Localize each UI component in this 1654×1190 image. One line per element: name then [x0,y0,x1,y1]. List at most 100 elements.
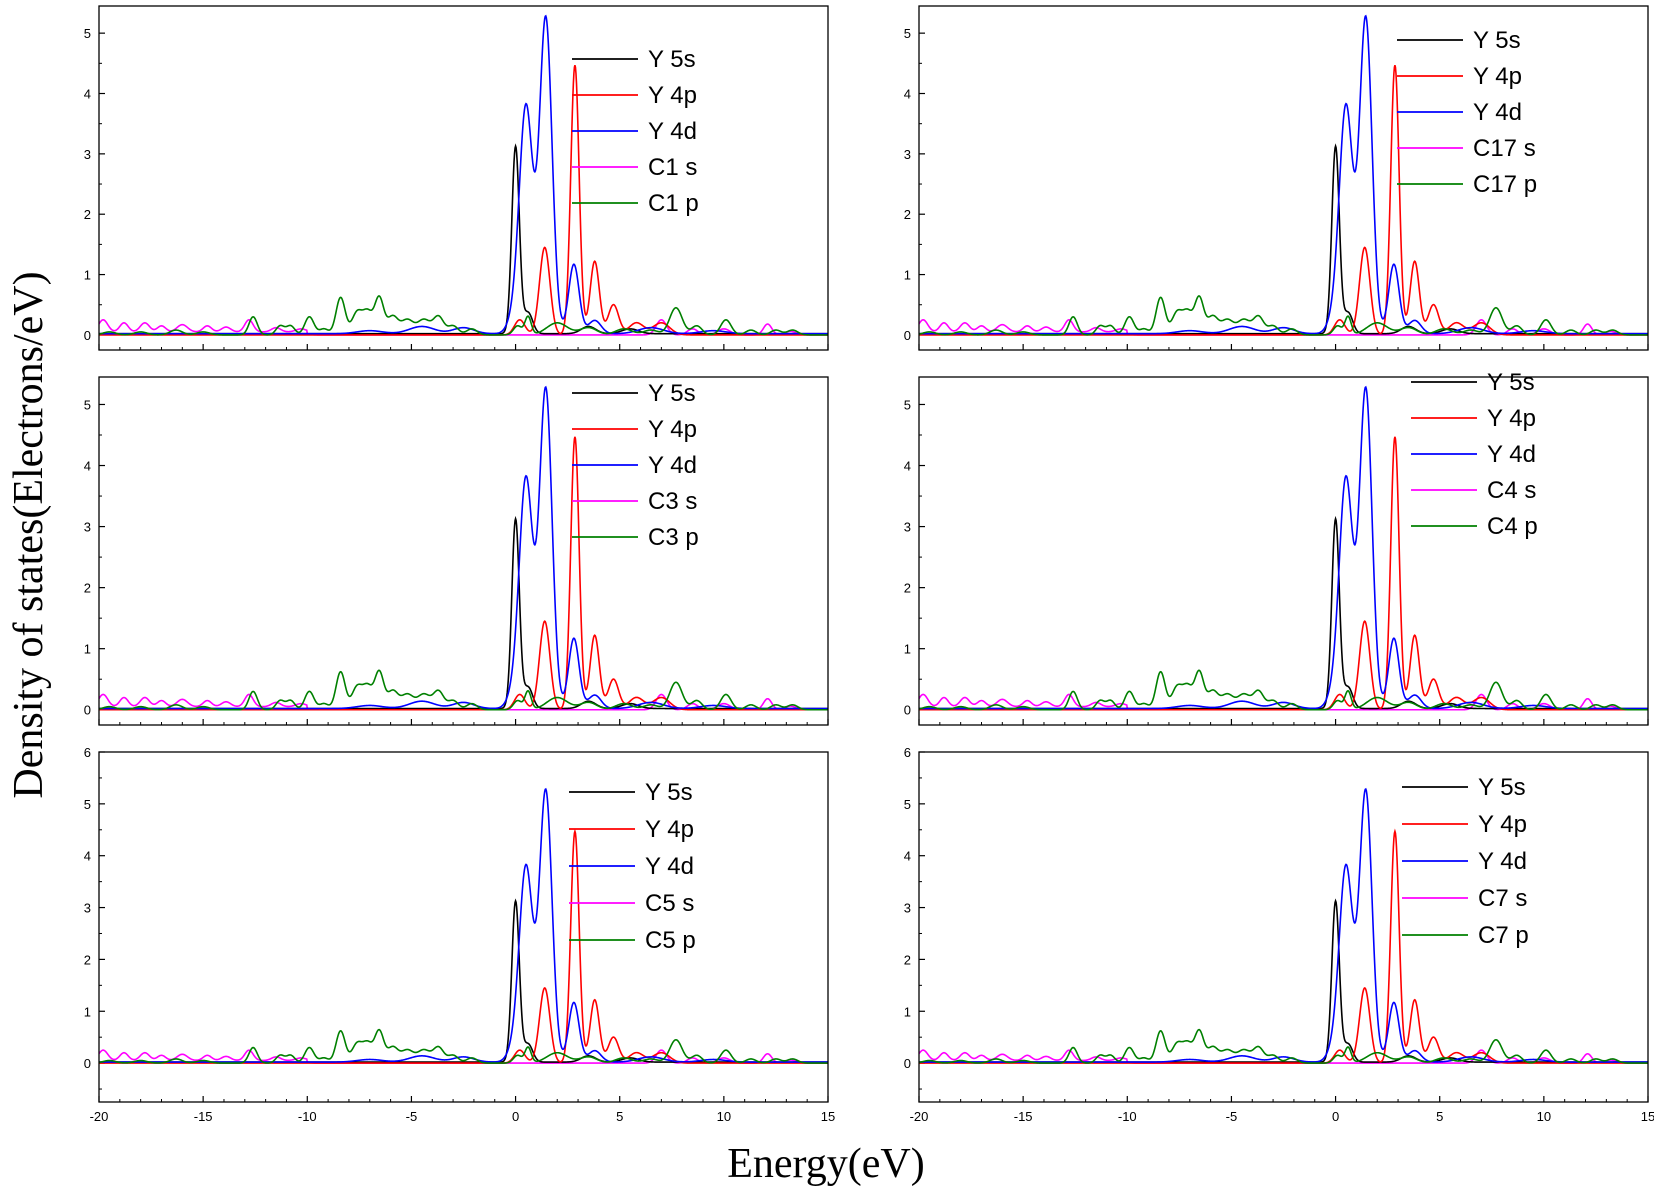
x-tick-label: 0 [1332,1109,1339,1124]
legend-label: Y 5s [645,779,693,806]
legend: Y 5s Y 4p Y 4d C4 s C4 p [1411,369,1538,540]
legend-label: Y 4p [645,816,694,843]
panel-top-right: 0 1 2 3 4 5 Y 5s Y 4p Y 4d C17 s C17 p [904,5,1649,351]
panel-bottom-left: 0 1 2 3 4 5 6 -20 -15 -10 -5 0 5 10 15 Y 5s Y 4p Y 4d C5 s… [84,745,835,1124]
series-line-c7-p [919,1028,1648,1064]
x-axis-title: Energy(eV) [727,1141,924,1187]
y-tick-label: 2 [84,952,91,967]
y-tick-label: 3 [84,901,91,916]
legend-label: C5 p [645,927,696,954]
plot-frame [918,751,1649,1103]
series-group [99,14,828,336]
plot-frame [98,751,829,1103]
x-tick-label: 5 [1436,1109,1443,1124]
series-line-c4-p [919,669,1648,711]
y-tick-label: 4 [84,849,91,864]
y-tick-label: 5 [904,26,911,41]
legend: Y 5s Y 4p Y 4d C3 s C3 p [572,380,699,551]
legend: Y 5s Y 4p Y 4d C7 s C7 p [1402,774,1529,949]
series-line-y-5s [99,898,828,1063]
legend-label: Y 4p [1478,811,1527,838]
series-line-y-4p [919,64,1648,336]
legend-label: C3 p [648,524,699,551]
series-line-y-4p [99,436,828,711]
y-tick-label: 0 [904,1056,911,1071]
x-tick-label: 15 [1641,1109,1654,1124]
series-line-y-4p [99,64,828,336]
y-tick-label: 1 [84,268,91,283]
legend-label: Y 4p [1487,405,1536,432]
y-tick-label: 6 [84,745,91,760]
legend-label: C17 s [1473,135,1536,162]
legend-label: C3 s [648,488,697,515]
y-tick-label: 3 [84,147,91,162]
x-tick-label: 0 [512,1109,519,1124]
legend-label: Y 5s [1478,774,1526,801]
series-line-y-5s [99,515,828,710]
legend-label: C5 s [645,890,694,917]
legend-label: Y 4d [1487,441,1536,468]
y-tick-label: 6 [904,745,911,760]
legend-label: Y 4d [648,118,697,145]
legend-label: C1 s [648,154,697,181]
y-tick-label: 4 [84,459,91,474]
y-tick-label: 2 [84,581,91,596]
panel-top-left: 0 1 2 3 4 5 Y 5s Y 4p Y 4d C1 s C1 p [84,5,829,351]
y-tick-label: 2 [84,207,91,222]
plot-frame [98,5,829,351]
y-tick-label: 5 [904,397,911,412]
x-tick-label: -15 [194,1109,213,1124]
legend-label: Y 4d [648,452,697,479]
series-line-y-5s [919,143,1648,335]
y-tick-label: 3 [904,901,911,916]
series-line-y-5s [99,143,828,335]
series-line-y-4d [919,14,1648,335]
y-tick-label: 3 [904,147,911,162]
legend-label: Y 5s [648,380,696,407]
legend-label: Y 4p [1473,63,1522,90]
legend: Y 5s Y 4p Y 4d C1 s C1 p [572,46,699,217]
legend: Y 5s Y 4p Y 4d C17 s C17 p [1397,27,1537,198]
series-line-y-4d [99,385,828,710]
x-tick-label: -15 [1014,1109,1033,1124]
y-tick-label: 5 [84,797,91,812]
series-line-y-4p [919,828,1648,1064]
series-line-c3-p [99,669,828,711]
y-tick-label: 3 [84,520,91,535]
legend: Y 5s Y 4p Y 4d C5 s C5 p [569,779,696,954]
series-line-y-4d [99,14,828,335]
series-group [919,385,1648,711]
series-line-y-4p [919,436,1648,711]
y-tick-label: 4 [904,459,911,474]
series-line-c17-p [919,295,1648,336]
series-line-y-4d [919,787,1648,1063]
x-tick-label: 15 [821,1109,835,1124]
y-tick-label: 5 [84,26,91,41]
series-group [919,787,1648,1064]
y-tick-label: 0 [84,1056,91,1071]
legend-label: Y 4p [648,416,697,443]
y-tick-label: 2 [904,207,911,222]
panel-middle-left: 0 1 2 3 4 5 Y 5s Y 4p Y 4d C3 s C3 p [84,376,829,726]
x-tick-label: 10 [717,1109,731,1124]
legend-label: Y 4p [648,82,697,109]
series-line-c1-p [99,295,828,336]
panel-bottom-right: 0 1 2 3 4 5 6 -20 -15 -10 -5 0 5 10 15 Y 5s Y 4p Y 4d C7 s… [904,745,1654,1124]
series-line-y-5s [919,515,1648,710]
y-tick-label: 2 [904,952,911,967]
series-line-y-4p [99,828,828,1064]
plot-frame [918,5,1649,351]
legend-label: C7 p [1478,922,1529,949]
y-tick-label: 1 [904,268,911,283]
x-tick-label: -5 [1226,1109,1238,1124]
x-tick-label: -20 [910,1109,929,1124]
panel-middle-right: 0 1 2 3 4 5 Y 5s Y 4p Y 4d C4 s C4 p [904,369,1649,726]
y-tick-label: 0 [84,328,91,343]
y-axis-title: Density of states(Electrons/eV) [6,271,52,798]
series-group [919,14,1648,336]
x-tick-label: -10 [1118,1109,1137,1124]
legend-label: C17 p [1473,171,1537,198]
y-tick-label: 1 [84,642,91,657]
y-tick-label: 4 [904,849,911,864]
